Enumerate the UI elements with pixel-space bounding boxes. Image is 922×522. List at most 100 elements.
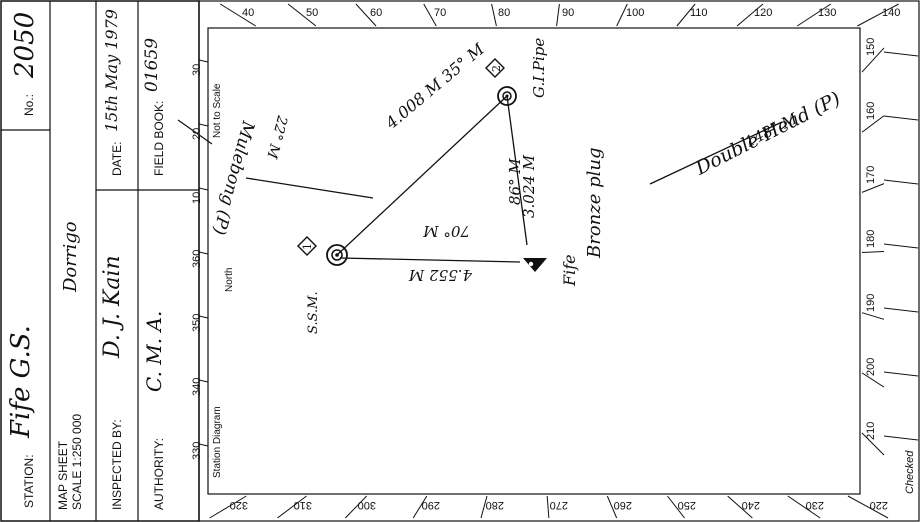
bearing-tick-right [861, 432, 885, 456]
bearing-label-left: 340 [191, 378, 203, 396]
gi-pipe-mark-icon [497, 86, 517, 106]
bearing-tick-top [556, 3, 560, 27]
bearing-tick-top [355, 3, 377, 27]
bearing-tick-bottom [412, 495, 428, 519]
bearing-label-top: 50 [306, 7, 318, 19]
bearing-tick-bottom [344, 495, 368, 519]
bearing-label-bottom: 260 [614, 499, 632, 511]
bearing-tick-bottom [847, 495, 889, 519]
bearing-tick-top [423, 3, 437, 27]
bearing-tick-left [198, 59, 209, 63]
bearing-tick-top [616, 3, 628, 27]
line-1-plug-distance: 4.552 M [408, 266, 472, 284]
gi-pipe-label: G.I.Pipe [530, 37, 548, 98]
outer-tick [883, 243, 919, 249]
bearing-tick-top [287, 3, 317, 27]
bearing-label-top: 110 [690, 7, 708, 19]
bearing-label-bottom: 240 [742, 499, 760, 511]
bearing-tick-top [796, 3, 832, 27]
line-to-mulebong [245, 177, 374, 199]
bearing-label-top: 80 [498, 7, 510, 19]
bearing-label-bottom: 270 [550, 499, 568, 511]
bearing-tick-bottom [727, 495, 753, 519]
marker-1-icon [297, 236, 317, 256]
bearing-tick-top [676, 3, 696, 27]
ssm-label: S.S.M. [306, 291, 321, 334]
bearing-tick-top [857, 3, 899, 27]
trig-station-icon [523, 258, 547, 272]
bearing-tick-left [198, 315, 209, 319]
line-2-plug-distance: 3.024 M [520, 154, 538, 218]
bearing-tick-bottom [667, 495, 685, 519]
bearing-tick-right [861, 115, 885, 133]
bearing-label-right: 200 [865, 358, 877, 376]
marker-2-number: 2 [490, 65, 503, 72]
bearing-tick-top [736, 3, 764, 27]
fife-label: Fife [560, 254, 579, 286]
bearing-tick-top [219, 3, 257, 27]
bearing-label-top: 70 [434, 7, 446, 19]
bearing-label-right: 160 [865, 102, 877, 120]
line-to-double-head [649, 121, 783, 185]
bronze-plug-label: Bronze plug [584, 147, 605, 258]
bearing-label-top: 130 [818, 7, 836, 19]
bearing-tick-bottom [480, 495, 488, 519]
bearing-label-top: 140 [882, 7, 900, 19]
bearing-tick-bottom [606, 495, 618, 519]
bearing-label-right: 210 [865, 422, 877, 440]
bearing-label-bottom: 320 [230, 499, 248, 511]
bearing-tick-right [861, 372, 885, 388]
bearing-label-bottom: 300 [358, 499, 376, 511]
bearing-tick-bottom [546, 495, 550, 519]
bearing-label-right: 170 [865, 166, 877, 184]
mulebong-arrow [177, 119, 213, 145]
bearing-label-left: 360 [191, 250, 203, 268]
bearing-tick-left [198, 443, 209, 447]
bearing-label-top: 90 [562, 7, 574, 19]
bearing-tick-right [861, 312, 885, 320]
bearing-label-top: 120 [754, 7, 772, 19]
bearing-label-bottom: 310 [294, 499, 312, 511]
bearing-tick-bottom [787, 495, 821, 519]
outer-tick [883, 435, 919, 441]
bearing-tick-top [491, 3, 497, 27]
bearing-label-right: 190 [865, 294, 877, 312]
bearing-tick-right [861, 250, 885, 254]
bearing-label-right: 150 [865, 38, 877, 56]
bearing-tick-right [861, 183, 885, 193]
outer-tick [883, 115, 919, 121]
outer-tick [883, 179, 919, 185]
line-ssm-to-pipe [336, 95, 508, 256]
bearing-tick-left [198, 187, 209, 191]
marker-2-icon [485, 58, 505, 78]
bearing-tick-left [198, 251, 209, 255]
bearing-tick-right [861, 47, 885, 73]
bearing-label-right: 180 [865, 230, 877, 248]
bearing-tick-left [198, 123, 209, 127]
bearing-tick-left [198, 379, 209, 383]
bearing-label-left: 30 [191, 64, 203, 76]
bearing-label-top: 40 [242, 7, 254, 19]
line-ssm-to-plug [339, 257, 521, 263]
bearing-label-bottom: 290 [422, 499, 440, 511]
bearing-tick-bottom [209, 495, 247, 519]
bearing-label-left: 350 [191, 314, 203, 332]
bearing-label-bottom: 230 [806, 499, 824, 511]
bearing-label-bottom: 280 [486, 499, 504, 511]
bearing-label-left: 330 [191, 442, 203, 460]
line-1-plug-bearing: 70° M [423, 222, 470, 240]
outer-tick [883, 307, 919, 313]
bearing-label-top: 60 [370, 7, 382, 19]
outer-tick [883, 371, 919, 377]
bearing-label-bottom: 220 [870, 499, 888, 511]
marker-1-number: 1 [301, 243, 314, 250]
bearing-label-left: 10 [191, 192, 203, 204]
bearing-label-top: 100 [626, 7, 644, 19]
line-pipe-to-plug [506, 95, 528, 246]
outer-tick [883, 51, 919, 57]
bearing-tick-bottom [277, 495, 307, 519]
ssm-mark-icon [326, 244, 348, 266]
